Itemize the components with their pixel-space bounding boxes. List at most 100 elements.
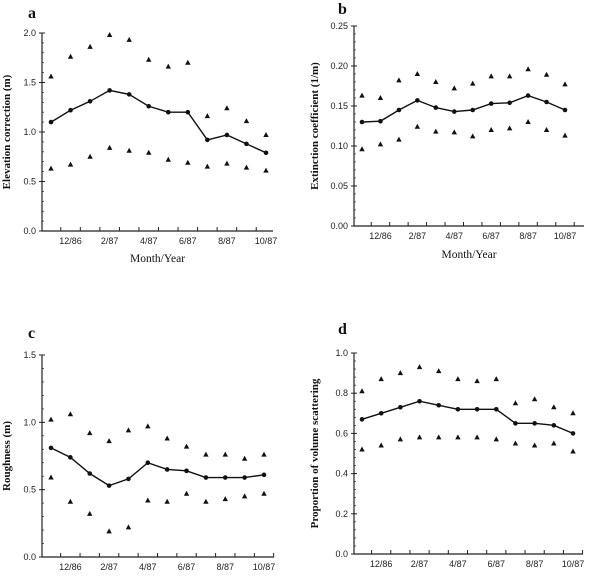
mean-point	[433, 105, 439, 110]
upper-triangle-point	[263, 131, 269, 137]
lower-triangle-point	[416, 434, 423, 440]
y-tick-label: 0.8	[335, 388, 348, 398]
upper-triangle-point	[397, 370, 404, 376]
lower-triangle-point	[165, 156, 171, 162]
upper-triangle-point	[470, 80, 476, 86]
y-tick-label: 0.0	[335, 549, 348, 559]
upper-triangle-point	[396, 77, 402, 83]
mean-point	[164, 467, 170, 472]
upper-triangle-point	[203, 451, 209, 457]
mean-point	[126, 476, 131, 482]
x-tick-label: 12/86	[59, 236, 82, 246]
lower-triangle-point	[106, 528, 112, 534]
mean-point	[562, 107, 568, 113]
series-lower	[359, 434, 576, 454]
lower-triangle-point	[146, 149, 152, 155]
upper-triangle-point	[67, 411, 74, 417]
x-tick-label: 8/87	[519, 231, 537, 241]
x-tick-label: 2/87	[101, 236, 119, 246]
y-tick-label: 0.15	[330, 101, 348, 111]
lower-triangle-point	[378, 442, 384, 448]
series-mean	[359, 93, 568, 125]
x-tick-label: 4/87	[139, 562, 157, 572]
panel-c: c 0.0 0.5 1.0 1.5 12/86 2/87 4/87 6/87 8/87 10/87 R…	[1, 325, 275, 572]
y-tick-label: 0.0	[23, 226, 36, 236]
mean-point	[145, 460, 151, 466]
upper-triangle-point	[359, 92, 365, 98]
series-upper	[48, 31, 269, 137]
upper-triangle-point	[48, 73, 54, 79]
upper-triangle-point	[451, 85, 457, 91]
lower-triangle-point	[263, 167, 269, 173]
upper-triangle-point	[126, 36, 132, 42]
upper-triangle-point	[506, 73, 513, 79]
lower-triangle-point	[359, 446, 365, 452]
mean-line	[361, 94, 566, 123]
x-tick-label: 12/86	[59, 562, 82, 572]
upper-triangle-point	[183, 443, 190, 449]
lower-triangle-point	[455, 434, 461, 440]
x-tick-label: 6/87	[178, 562, 196, 572]
lower-triangle-point	[224, 160, 230, 166]
y-tick-label: 0.25	[330, 21, 348, 31]
x-tick-label: 10/87	[554, 231, 577, 241]
upper-triangle-point	[433, 79, 439, 84]
upper-triangle-point	[531, 396, 538, 402]
x-tick-label: 8/87	[217, 562, 235, 572]
upper-triangle-point	[551, 404, 557, 410]
mean-point	[106, 483, 112, 488]
mean-point	[68, 107, 73, 113]
mean-point	[48, 119, 54, 125]
y-tick-label: 2.0	[23, 28, 36, 38]
lower-triangle-point	[106, 144, 113, 150]
mean-point	[570, 431, 576, 436]
y-tick-label: 0.05	[330, 181, 348, 191]
y-tick-label: 0.00	[330, 221, 348, 231]
mean-point	[470, 107, 476, 113]
mean-line	[50, 447, 265, 487]
lower-triangle-point	[145, 497, 151, 503]
y-tick-label: 0.2	[335, 509, 348, 519]
mean-point	[378, 118, 383, 124]
y-tick-label: 1.0	[23, 417, 36, 427]
lower-triangle-point	[474, 434, 480, 440]
panel-letter: b	[338, 1, 347, 18]
mean-point	[87, 99, 93, 104]
lower-triangle-point	[87, 153, 93, 159]
upper-triangle-point	[414, 71, 421, 76]
upper-triangle-point	[512, 400, 519, 406]
mean-point	[222, 475, 228, 480]
x-tick-label: 4/87	[449, 559, 467, 569]
y-tick-label: 0.10	[330, 141, 348, 151]
panel-d: d 0.0 0.2 0.4 0.6 0.8 1.0 12/86 2/87 4/87 6/87 8/87…	[309, 321, 584, 569]
lower-triangle-point	[164, 498, 170, 504]
lower-triangle-point	[183, 490, 190, 496]
lower-triangle-point	[67, 498, 74, 504]
lower-triangle-point	[126, 147, 132, 153]
mean-point	[507, 100, 512, 106]
mean-line	[361, 400, 574, 435]
x-tick-label: 4/87	[140, 236, 158, 246]
panel-letter: d	[338, 321, 347, 338]
mean-point	[68, 455, 73, 460]
upper-triangle-point	[185, 59, 191, 65]
upper-triangle-point	[243, 118, 250, 124]
panel-b: b 0.00 0.05 0.10 0.15 0.20 0.25 12/86 2/87 4/87 6/…	[309, 1, 584, 261]
lower-triangle-point	[488, 127, 494, 132]
upper-triangle-point	[241, 455, 248, 461]
lower-triangle-point	[436, 434, 442, 440]
series-lower	[359, 119, 568, 152]
x-tick-label: 10/87	[562, 559, 585, 569]
mean-point	[87, 471, 93, 476]
series-mean	[359, 398, 576, 436]
upper-triangle-point	[543, 71, 550, 77]
mean-point	[525, 93, 531, 98]
upper-triangle-point	[570, 410, 576, 416]
x-tick-label: 6/87	[488, 559, 506, 569]
mean-point	[417, 398, 422, 404]
x-tick-label: 8/87	[218, 236, 236, 246]
mean-point	[415, 98, 420, 103]
x-tick-label: 2/87	[411, 559, 429, 569]
mean-point	[48, 445, 54, 451]
lower-triangle-point	[570, 448, 576, 454]
